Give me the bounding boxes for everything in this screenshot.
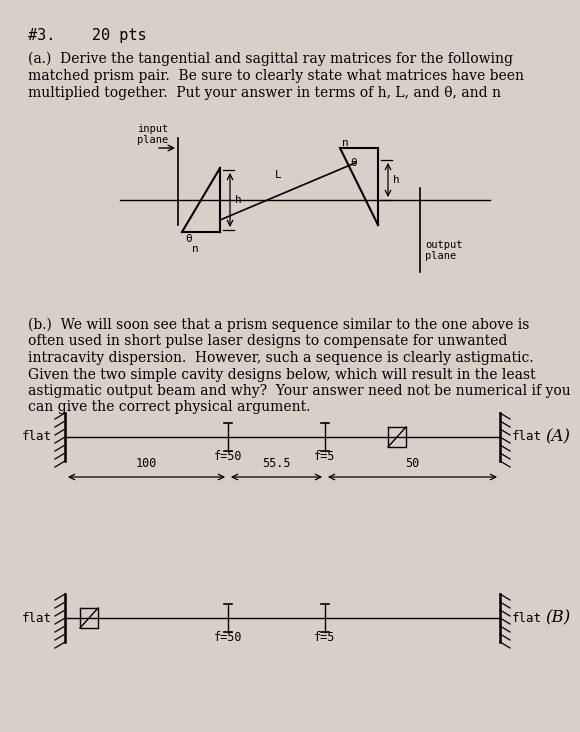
- Text: can give the correct physical argument.: can give the correct physical argument.: [28, 400, 310, 414]
- Text: θ: θ: [185, 234, 192, 244]
- Text: (b.)  We will soon see that a prism sequence similar to the one above is: (b.) We will soon see that a prism seque…: [28, 318, 530, 332]
- Text: h: h: [393, 175, 400, 185]
- Text: f=5: f=5: [314, 631, 336, 644]
- Text: intracavity dispersion.  However, such a sequence is clearly astigmatic.: intracavity dispersion. However, such a …: [28, 351, 534, 365]
- Text: #3.    20 pts: #3. 20 pts: [28, 28, 147, 43]
- Text: 100: 100: [135, 457, 157, 470]
- Text: n: n: [192, 244, 199, 254]
- Text: f=50: f=50: [214, 631, 242, 644]
- Text: multiplied together.  Put your answer in terms of h, L, and θ, and n: multiplied together. Put your answer in …: [28, 86, 501, 100]
- Text: flat: flat: [22, 430, 52, 444]
- Text: θ: θ: [350, 158, 357, 168]
- Text: n: n: [342, 138, 349, 148]
- Text: 50: 50: [405, 457, 419, 470]
- Text: (a.)  Derive the tangential and sagittal ray matrices for the following: (a.) Derive the tangential and sagittal …: [28, 52, 513, 67]
- Text: f=50: f=50: [214, 450, 242, 463]
- Text: h: h: [235, 195, 242, 205]
- Text: L: L: [275, 170, 282, 180]
- Text: Given the two simple cavity designs below, which will result in the least: Given the two simple cavity designs belo…: [28, 367, 535, 381]
- Text: flat: flat: [512, 430, 542, 444]
- Text: output: output: [425, 240, 462, 250]
- Text: plane: plane: [137, 135, 169, 145]
- Text: (B): (B): [545, 610, 570, 627]
- Text: input: input: [137, 124, 169, 134]
- Text: flat: flat: [512, 611, 542, 624]
- Text: matched prism pair.  Be sure to clearly state what matrices have been: matched prism pair. Be sure to clearly s…: [28, 69, 524, 83]
- Text: 55.5: 55.5: [262, 457, 290, 470]
- Text: (A): (A): [545, 428, 570, 446]
- Text: often used in short pulse laser designs to compensate for unwanted: often used in short pulse laser designs …: [28, 335, 507, 348]
- Text: flat: flat: [22, 611, 52, 624]
- Text: astigmatic output beam and why?  Your answer need not be numerical if you: astigmatic output beam and why? Your ans…: [28, 384, 571, 398]
- Text: plane: plane: [425, 251, 456, 261]
- Text: f=5: f=5: [314, 450, 336, 463]
